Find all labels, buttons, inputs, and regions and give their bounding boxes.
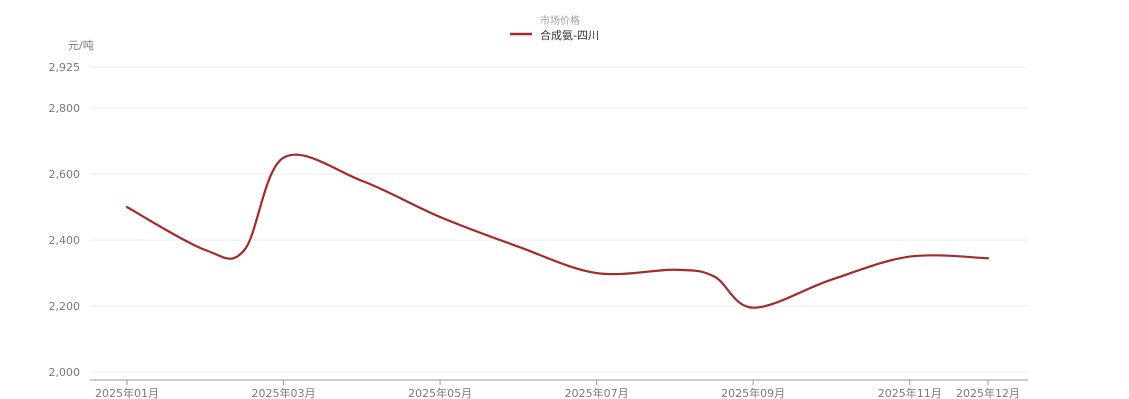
y-tick-label: 2,600 bbox=[49, 168, 81, 181]
grid-lines bbox=[90, 66, 1028, 373]
legend-group-title: 市场价格 bbox=[540, 14, 580, 27]
x-tick-label: 2025年01月 bbox=[95, 386, 159, 399]
x-tick-label: 2025年07月 bbox=[565, 386, 629, 399]
legend-series-label[interactable]: 合成氨-四川 bbox=[540, 28, 599, 42]
y-tick-label: 2,925 bbox=[49, 61, 81, 74]
x-tick-label: 2025年11月 bbox=[878, 386, 942, 399]
x-tick-label: 2025年03月 bbox=[252, 386, 316, 399]
y-tick-label: 2,000 bbox=[49, 366, 81, 379]
y-tick-label: 2,400 bbox=[49, 234, 81, 247]
x-tick-label: 2025年09月 bbox=[721, 386, 785, 399]
y-axis: 2,000 2,200 2,400 2,600 2,800 2,925 bbox=[49, 61, 81, 379]
series-line-0[interactable] bbox=[125, 153, 990, 309]
x-axis: 2025年01月 2025年03月 2025年05月 2025年07月 2025年09月… bbox=[90, 379, 1028, 399]
series-layer bbox=[125, 153, 990, 309]
x-tick-label: 2025年12月 bbox=[956, 386, 1020, 399]
y-axis-unit-label: 元/吨 bbox=[68, 39, 94, 52]
legend[interactable]: 市场价格 合成氨-四川 bbox=[510, 14, 599, 42]
x-tick-label: 2025年05月 bbox=[408, 386, 472, 399]
y-tick-label: 2,200 bbox=[49, 300, 81, 313]
y-tick-label: 2,800 bbox=[49, 102, 81, 115]
